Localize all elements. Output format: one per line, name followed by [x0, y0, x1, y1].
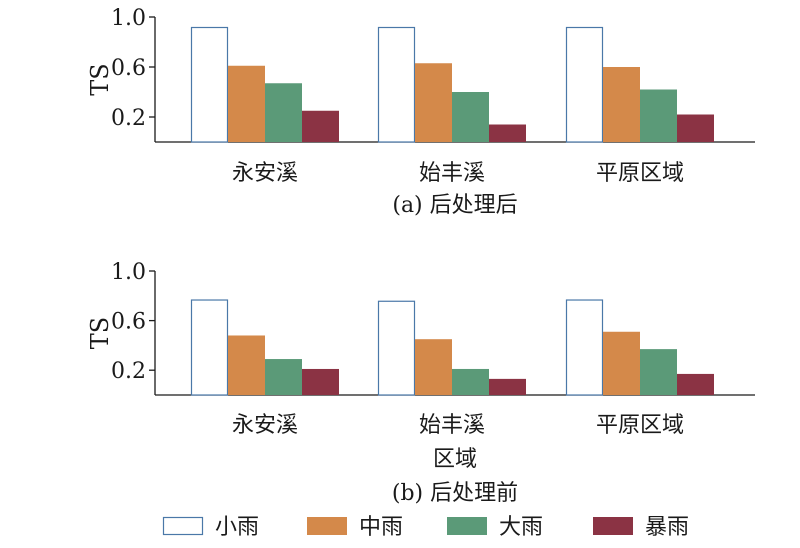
- category-label: 平原区域: [596, 413, 684, 438]
- legend-label: 中雨: [359, 515, 403, 540]
- bar-中雨-始丰溪: [415, 63, 452, 142]
- category-label: 永安溪: [232, 161, 298, 186]
- bar-小雨-永安溪: [190, 26, 229, 143]
- y-tick-label: 0.6: [111, 56, 146, 81]
- y-tick-label: 0.6: [111, 310, 146, 335]
- bar-大雨-始丰溪: [452, 92, 489, 142]
- bar-大雨-永安溪: [265, 359, 302, 395]
- panel-caption: (a) 后处理后: [392, 193, 517, 218]
- category-label: 平原区域: [596, 161, 684, 186]
- bar-暴雨-始丰溪: [489, 378, 526, 395]
- bar-暴雨-平原区域: [677, 114, 714, 142]
- legend-swatch-大雨: [447, 517, 487, 535]
- bar-大雨-始丰溪: [452, 368, 489, 395]
- legend-label: 大雨: [499, 515, 543, 540]
- bar-中雨-永安溪: [228, 335, 265, 395]
- bar-中雨-永安溪: [228, 65, 265, 142]
- bar-暴雨-永安溪: [302, 368, 339, 395]
- bar-中雨-平原区域: [603, 67, 640, 142]
- bar-中雨-平原区域: [603, 331, 640, 395]
- panel-a: 0.2 0.6 1.0 TS 永安溪 始丰溪 平原区域 (a) 后处理后: [86, 6, 755, 218]
- y-tick-label: 0.2: [111, 106, 146, 131]
- bar-大雨-永安溪: [265, 83, 302, 142]
- legend-label: 暴雨: [645, 515, 689, 540]
- panel-caption: (b) 后处理前: [392, 481, 518, 506]
- legend-swatch-小雨: [162, 516, 204, 536]
- category-label: 始丰溪: [419, 413, 485, 438]
- bar-小雨-平原区域: [565, 299, 604, 396]
- legend: 小雨 中雨 大雨 暴雨: [162, 515, 689, 540]
- bar-小雨-始丰溪: [377, 26, 416, 143]
- legend-swatch-中雨: [307, 517, 347, 535]
- y-axis-label: TS: [86, 317, 114, 349]
- bar-小雨-平原区域: [565, 26, 604, 143]
- bar-大雨-平原区域: [640, 89, 677, 142]
- bar-中雨-始丰溪: [415, 339, 452, 395]
- category-label: 始丰溪: [419, 161, 485, 186]
- bar-暴雨-永安溪: [302, 110, 339, 142]
- y-tick-label: 1.0: [111, 260, 146, 285]
- bar-小雨-始丰溪: [377, 300, 416, 396]
- y-tick-label: 0.2: [111, 359, 146, 384]
- y-tick-label: 1.0: [111, 6, 146, 31]
- x-axis-label: 区域: [433, 447, 477, 472]
- legend-swatch-暴雨: [593, 517, 633, 535]
- bar-暴雨-平原区域: [677, 373, 714, 395]
- bar-暴雨-始丰溪: [489, 124, 526, 142]
- bar-小雨-永安溪: [190, 299, 229, 396]
- legend-label: 小雨: [215, 515, 259, 540]
- bar-大雨-平原区域: [640, 349, 677, 395]
- y-axis-label: TS: [86, 63, 114, 95]
- category-label: 永安溪: [232, 413, 298, 438]
